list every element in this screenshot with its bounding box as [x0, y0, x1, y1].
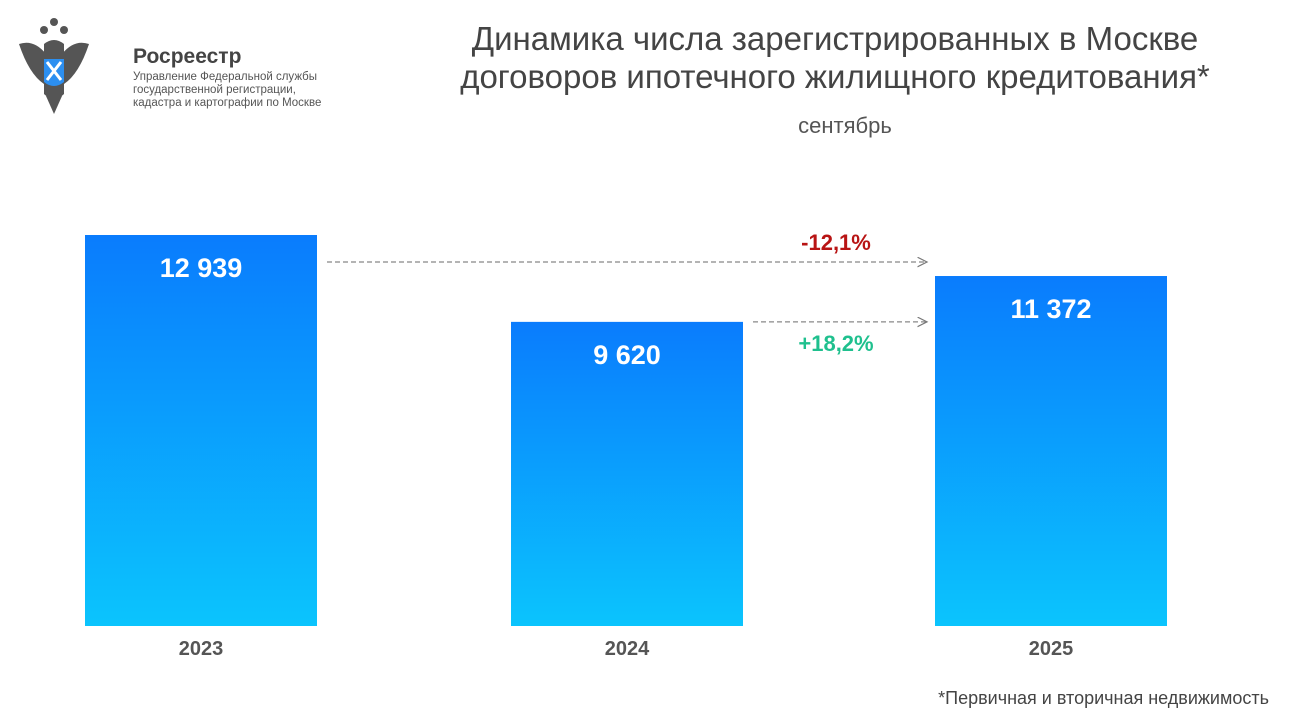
rosreestr-logo: Росреестр Управление Федеральной службы …: [14, 14, 324, 119]
x-tick-label: 2025: [1029, 638, 1074, 660]
change-label: +18,2%: [798, 331, 873, 356]
org-subtitle: Управление Федеральной службы государств…: [133, 71, 322, 109]
title-line-2: договоров ипотечного жилищного кредитова…: [460, 58, 1210, 95]
x-tick-label: 2023: [179, 638, 224, 660]
title-line-1: Динамика числа зарегистрированных в Моск…: [471, 20, 1199, 57]
org-name: Росреестр: [133, 45, 242, 68]
x-tick-label: 2024: [605, 638, 650, 660]
bar-value-label: 9 620: [593, 340, 661, 370]
bar-value-label: 11 372: [1010, 294, 1091, 324]
chart-subtitle: сентябрь: [798, 113, 892, 138]
bar-2024: [511, 321, 743, 626]
eagle-emblem-icon: [19, 18, 89, 114]
bar-2025: [935, 276, 1167, 626]
bar-2023: [85, 235, 317, 626]
footnote: *Первичная и вторичная недвижимость: [938, 688, 1269, 708]
chart-title: Динамика числа зарегистрированных в Моск…: [340, 20, 1291, 96]
change-label: -12,1%: [801, 230, 871, 255]
bar-value-label: 12 939: [160, 253, 243, 283]
